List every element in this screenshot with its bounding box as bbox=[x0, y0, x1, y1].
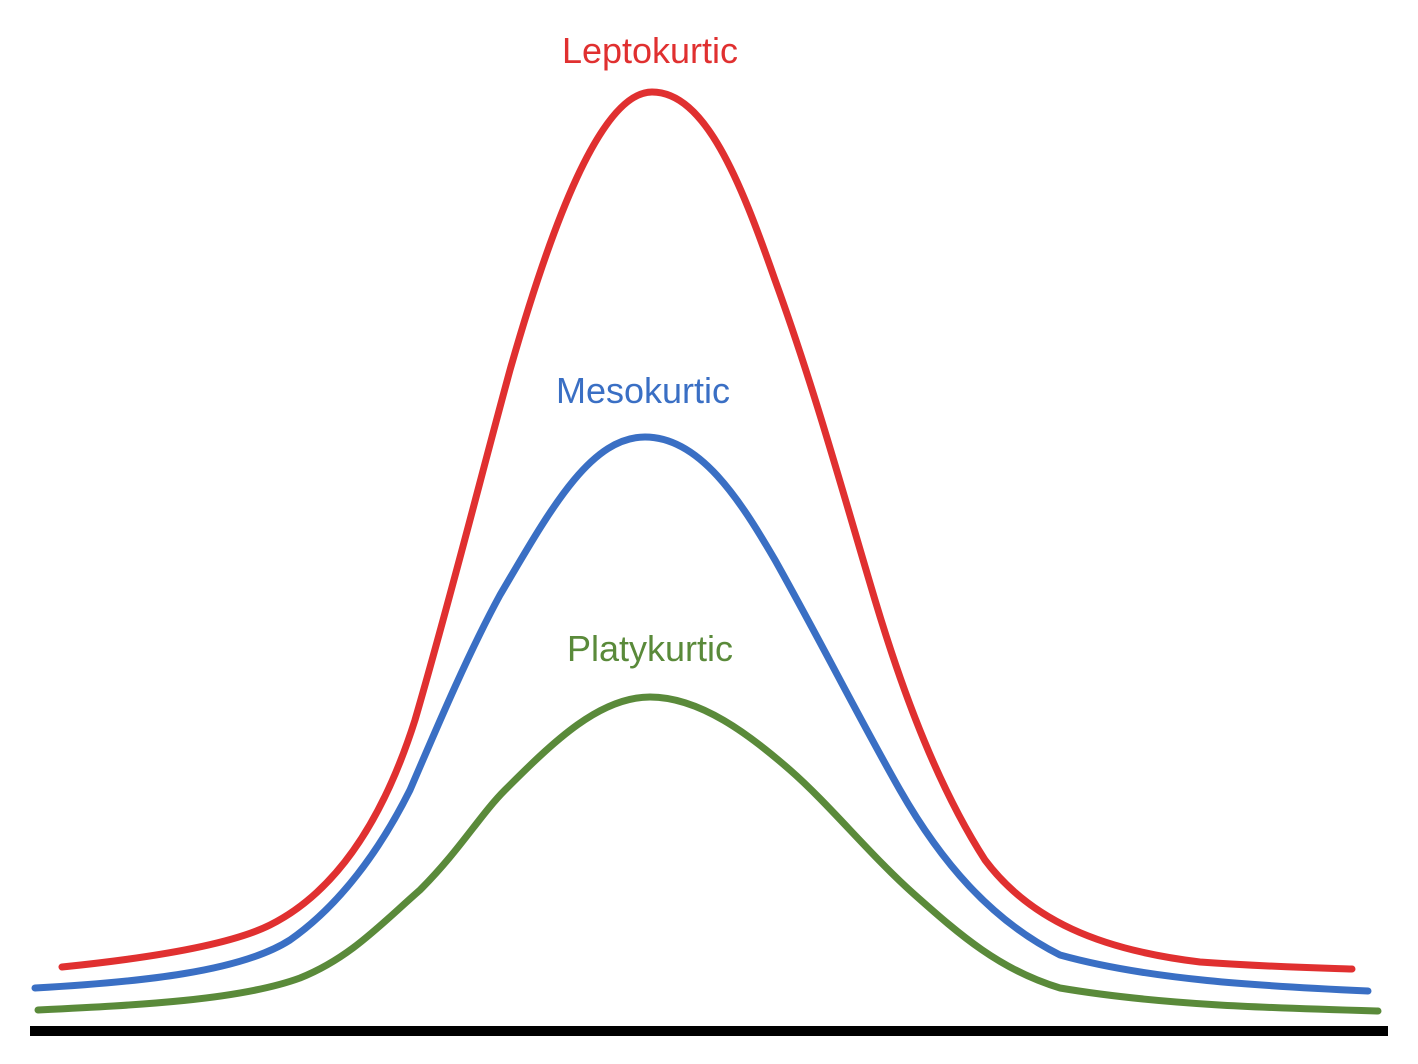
platykurtic-label: Platykurtic bbox=[567, 628, 733, 669]
mesokurtic-curve bbox=[31, 433, 1372, 995]
leptokurtic-label: Leptokurtic bbox=[562, 30, 738, 71]
leptokurtic-curve bbox=[58, 88, 1356, 973]
platykurtic-curve bbox=[34, 693, 1382, 1015]
mesokurtic-label: Mesokurtic bbox=[556, 370, 730, 411]
